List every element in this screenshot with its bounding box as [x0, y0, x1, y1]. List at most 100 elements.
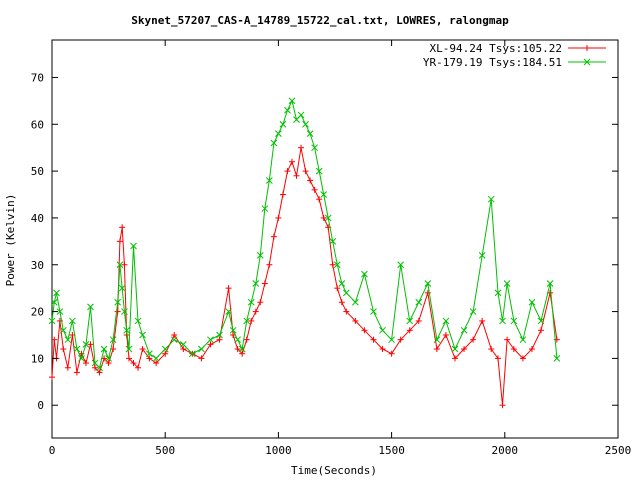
- data-point-1: [379, 326, 386, 334]
- y-tick-label: 10: [31, 352, 44, 365]
- data-point-1: [139, 331, 146, 339]
- data-point-1: [125, 345, 133, 353]
- data-point-1: [433, 336, 441, 344]
- data-point-0: [397, 336, 404, 343]
- legend-sample-yr: [568, 58, 606, 66]
- data-point-1: [442, 317, 450, 325]
- data-point-1: [261, 205, 269, 212]
- data-point-1: [361, 270, 368, 278]
- data-point-1: [315, 167, 323, 175]
- data-point-1: [225, 308, 232, 315]
- data-point-1: [82, 340, 90, 348]
- data-point-0: [60, 346, 67, 353]
- data-point-0: [284, 168, 291, 175]
- y-tick-label: 50: [31, 165, 44, 178]
- data-point-1: [503, 280, 511, 287]
- data-point-1: [275, 130, 282, 138]
- data-point-0: [279, 191, 286, 198]
- data-point-1: [546, 280, 554, 287]
- data-point-0: [499, 402, 506, 409]
- y-tick-label: 40: [31, 212, 44, 225]
- data-point-0: [125, 355, 132, 362]
- data-point-0: [433, 346, 440, 353]
- data-point-1: [424, 280, 432, 287]
- data-point-1: [270, 139, 278, 147]
- data-point-1: [388, 336, 395, 344]
- series-line-0: [51, 147, 558, 406]
- data-point-1: [279, 120, 287, 128]
- x-tick-label: 2000: [492, 444, 519, 457]
- data-point-1: [333, 261, 341, 269]
- data-point-1: [288, 97, 296, 105]
- data-point-1: [306, 130, 314, 138]
- x-tick-label: 1000: [265, 444, 292, 457]
- x-tick-label: 1500: [378, 444, 405, 457]
- data-point-0: [216, 336, 223, 343]
- data-point-0: [415, 317, 422, 324]
- data-point-1: [73, 345, 81, 353]
- data-point-0: [343, 308, 350, 315]
- data-point-0: [248, 317, 255, 324]
- x-tick-label: 2500: [605, 444, 632, 457]
- legend-label-yr: YR-179.19 Tsys:184.51: [423, 56, 562, 69]
- y-tick-label: 70: [31, 71, 44, 84]
- data-point-1: [252, 280, 260, 287]
- chart-title: Skynet_57207_CAS-A_14789_15722_cal.txt, …: [131, 14, 509, 27]
- data-point-0: [338, 299, 345, 306]
- legend-label-xl: XL-94.24 Tsys:105.22: [430, 42, 562, 55]
- data-point-1: [121, 308, 128, 315]
- legend: XL-94.24 Tsys:105.22 YR-179.19 Tsys:184.…: [423, 42, 606, 69]
- data-point-1: [50, 298, 58, 306]
- x-tick-label: 0: [49, 444, 56, 457]
- data-point-1: [510, 317, 518, 325]
- data-point-1: [207, 336, 214, 344]
- data-point-1: [145, 350, 153, 358]
- data-point-1: [451, 345, 459, 353]
- y-axis-label: Power (Kelvin): [4, 194, 17, 287]
- data-point-1: [96, 364, 103, 372]
- data-point-1: [460, 326, 468, 334]
- data-point-1: [78, 355, 85, 362]
- data-point-1: [553, 355, 561, 362]
- data-point-0: [316, 196, 323, 203]
- y-tick-label: 30: [31, 259, 44, 272]
- data-point-1: [134, 317, 142, 325]
- data-point-1: [320, 191, 328, 198]
- data-point-1: [406, 317, 414, 325]
- data-point-0: [442, 331, 449, 338]
- series-line-1: [51, 99, 558, 369]
- data-point-0: [528, 346, 535, 353]
- data-point-1: [487, 195, 495, 203]
- data-point-0: [370, 336, 377, 343]
- data-point-1: [109, 336, 117, 344]
- data-point-0: [270, 233, 277, 240]
- data-point-0: [207, 341, 214, 348]
- data-point-0: [49, 374, 55, 381]
- data-point-0: [162, 350, 169, 357]
- data-point-1: [537, 317, 545, 325]
- data-point-0: [519, 355, 526, 362]
- data-point-1: [499, 317, 506, 325]
- plot-area: [48, 97, 561, 409]
- data-point-0: [334, 285, 341, 292]
- data-point-0: [64, 364, 71, 371]
- data-point-0: [504, 336, 511, 343]
- data-point-0: [311, 186, 318, 193]
- data-point-0: [488, 346, 495, 353]
- data-point-1: [59, 326, 67, 334]
- data-point-0: [119, 224, 126, 231]
- data-point-0: [470, 336, 477, 343]
- data-point-0: [225, 285, 232, 292]
- data-point-1: [53, 289, 60, 297]
- data-point-0: [82, 360, 89, 367]
- data-point-1: [170, 336, 178, 344]
- data-point-1: [469, 308, 477, 315]
- data-point-1: [324, 214, 332, 222]
- data-point-0: [479, 317, 486, 324]
- data-point-1: [297, 111, 305, 119]
- data-point-0: [257, 299, 264, 306]
- data-point-0: [243, 336, 250, 343]
- data-point-0: [266, 261, 273, 268]
- legend-marker: [583, 58, 591, 66]
